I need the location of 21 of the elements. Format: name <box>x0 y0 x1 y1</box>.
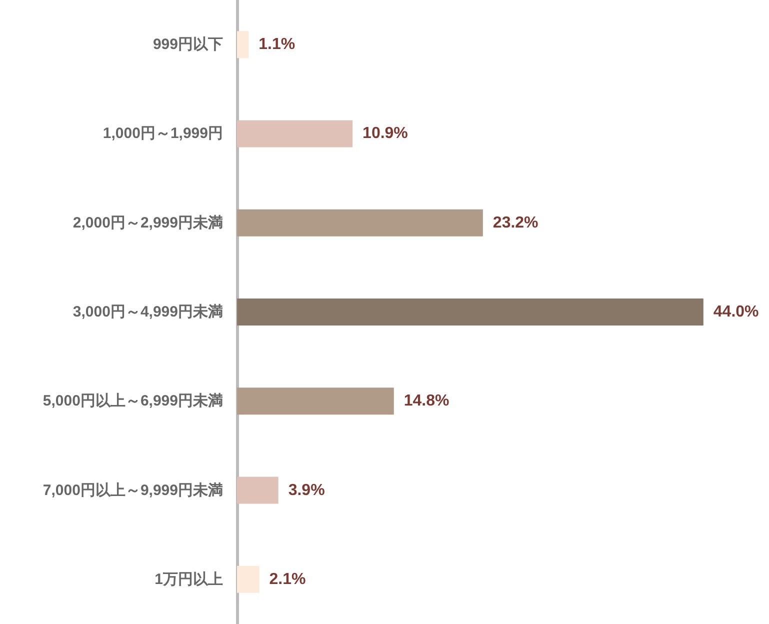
bar <box>237 209 483 236</box>
bar <box>237 566 260 593</box>
bar <box>237 298 704 326</box>
y-tick-label: 2,000円～2,999円未満 <box>72 214 223 232</box>
bar <box>237 388 394 415</box>
data-label: 44.0% <box>713 304 759 320</box>
y-tick-label: 7,000円以上～9,999円未満 <box>42 482 223 499</box>
y-tick-label: 999円以下 <box>152 36 223 54</box>
bar <box>237 120 353 148</box>
data-label: 2.1% <box>269 570 306 588</box>
data-label: 23.2% <box>492 214 538 232</box>
data-label: 3.9% <box>288 482 325 499</box>
bar <box>237 31 249 58</box>
data-label: 14.8% <box>404 392 450 410</box>
data-label: 1.1% <box>258 36 296 54</box>
bar <box>237 476 278 504</box>
y-tick-label: 1万円以上 <box>154 570 223 588</box>
data-label: 10.9% <box>362 125 408 142</box>
y-tick-label: 1,000円～1,999円 <box>102 125 223 142</box>
y-tick-label: 5,000円以上～6,999円未満 <box>42 392 223 410</box>
y-tick-label: 3,000円～4,999円未満 <box>72 304 223 320</box>
